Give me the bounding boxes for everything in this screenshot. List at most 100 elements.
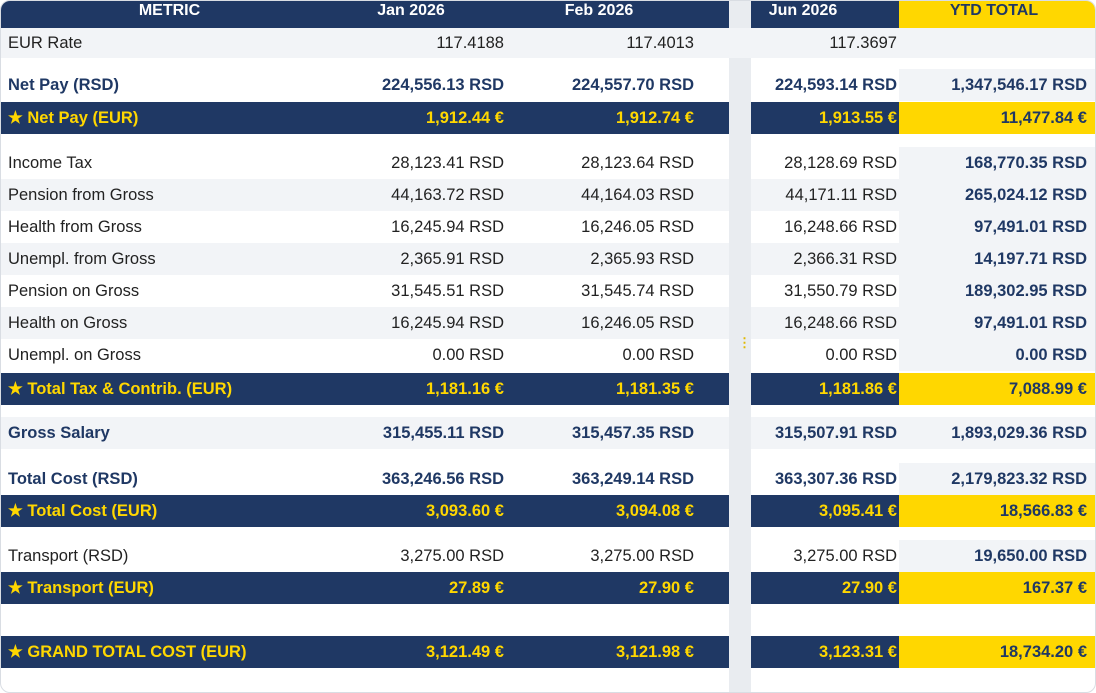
cell-jun: 16,248.66 RSD (784, 313, 897, 332)
table-row-highlight: ★ Transport (EUR) 27.89 € 27.90 € 27.90 … (1, 572, 1095, 604)
cell-feb: 117.4013 (626, 33, 694, 52)
cell-jan: 1,912.44 € (426, 108, 504, 127)
cell-feb: 27.90 € (638, 578, 694, 597)
cell-jan: 28,123.41 RSD (391, 153, 504, 172)
table-row-highlight: ★ Net Pay (EUR) 1,912.44 € 1,912.74 € 1,… (1, 102, 1095, 134)
cell-ytd: 14,197.71 RSD (974, 249, 1087, 268)
row-label: Health from Gross (8, 217, 142, 236)
row-label: Pension on Gross (8, 281, 140, 300)
row-label: Unempl. from Gross (8, 249, 156, 268)
cell-feb: 16,246.05 RSD (581, 313, 694, 332)
cell-ytd: 97,491.01 RSD (974, 313, 1087, 332)
cell-feb: 28,123.64 RSD (581, 153, 694, 172)
cell-ytd: 19,650.00 RSD (974, 546, 1087, 565)
cell-ytd: 265,024.12 RSD (964, 185, 1087, 204)
cell-feb: 224,557.70 RSD (571, 75, 694, 94)
cell-jan: 3,121.49 € (426, 642, 504, 661)
header-ytd[interactable]: YTD TOTAL (949, 2, 1039, 19)
row-label: ★ Total Tax & Contrib. (EUR) (8, 380, 233, 398)
cell-ytd: 7,088.99 € (1009, 379, 1087, 398)
cell-feb: 363,249.14 RSD (571, 469, 694, 488)
table-row-highlight: ★ Total Cost (EUR) 3,093.60 € 3,094.08 €… (1, 495, 1095, 527)
row-label: Income Tax (8, 153, 93, 172)
cell-jun: 28,128.69 RSD (784, 153, 897, 172)
cell-jun: 1,913.55 € (819, 108, 897, 127)
cell-ytd: 189,302.95 RSD (964, 281, 1087, 300)
header-jan[interactable]: Jan 2026 (377, 2, 445, 19)
row-label: EUR Rate (8, 33, 83, 52)
cell-ytd: 2,179,823.32 RSD (951, 469, 1087, 488)
row-label: Net Pay (RSD) (8, 75, 119, 94)
cell-jan: 0.00 RSD (432, 345, 504, 364)
table-row: Health on Gross 16,245.94 RSD 16,246.05 … (1, 307, 1095, 339)
row-label: Total Cost (RSD) (8, 469, 138, 488)
cell-feb: 315,457.35 RSD (571, 423, 694, 442)
header-metric[interactable]: METRIC (138, 2, 201, 19)
row-label: ★ Net Pay (EUR) (8, 109, 139, 127)
cell-jun: 224,593.14 RSD (774, 75, 897, 94)
cell-ytd: 18,566.83 € (999, 501, 1087, 520)
table-row: Unempl. from Gross 2,365.91 RSD 2,365.93… (1, 243, 1095, 275)
row-label: ★ GRAND TOTAL COST (EUR) (8, 643, 247, 661)
header-jun[interactable]: Jun 2026 (768, 2, 838, 19)
cell-jan: 16,245.94 RSD (391, 313, 504, 332)
cell-feb: 3,121.98 € (616, 642, 694, 661)
cell-feb: 1,181.35 € (616, 379, 694, 398)
cell-jun: 2,366.31 RSD (793, 249, 897, 268)
cell-ytd: 18,734.20 € (999, 642, 1087, 661)
cell-jan: 1,181.16 € (426, 379, 504, 398)
table-row: Health from Gross 16,245.94 RSD 16,246.0… (1, 211, 1095, 243)
cell-jan: 363,246.56 RSD (381, 469, 504, 488)
cell-feb: 44,164.03 RSD (581, 185, 694, 204)
cell-ytd: 97,491.01 RSD (974, 217, 1087, 236)
cell-jun: 3,123.31 € (819, 642, 897, 661)
cell-jan: 27.89 € (448, 578, 504, 597)
cell-jan: 31,545.51 RSD (391, 281, 504, 300)
cell-jun: 117.3697 (829, 33, 897, 52)
table-row: Gross Salary 315,455.11 RSD 315,457.35 R… (1, 417, 1095, 449)
column-splitter[interactable] (729, 1, 751, 692)
cell-jan: 2,365.91 RSD (400, 249, 504, 268)
cell-ytd: 1,347,546.17 RSD (951, 75, 1087, 94)
row-label: Pension from Gross (8, 185, 154, 204)
cell-jun: 16,248.66 RSD (784, 217, 897, 236)
cell-jun: 1,181.86 € (819, 379, 897, 398)
cell-jun: 363,307.36 RSD (774, 469, 897, 488)
row-label: Gross Salary (8, 423, 110, 442)
cell-jun: 3,275.00 RSD (793, 546, 897, 565)
cell-feb: 1,912.74 € (616, 108, 694, 127)
row-label: ★ Total Cost (EUR) (8, 502, 158, 520)
cell-ytd: 168,770.35 RSD (964, 153, 1087, 172)
table-header: METRIC Jan 2026 Feb 2026 Jun 2026 YTD TO… (1, 1, 1095, 28)
cell-jan: 3,275.00 RSD (400, 546, 504, 565)
table-row: Income Tax 28,123.41 RSD 28,123.64 RSD 2… (1, 147, 1095, 179)
cell-jun: 315,507.91 RSD (774, 423, 897, 442)
row-label: Unempl. on Gross (8, 345, 141, 364)
table-row: Total Cost (RSD) 363,246.56 RSD 363,249.… (1, 463, 1095, 495)
cell-jan: 44,163.72 RSD (391, 185, 504, 204)
cell-ytd (899, 28, 1087, 58)
cell-jun: 3,095.41 € (819, 501, 897, 520)
table-row: Unempl. on Gross 0.00 RSD 0.00 RSD 0.00 … (1, 339, 1095, 371)
table-row: Pension on Gross 31,545.51 RSD 31,545.74… (1, 275, 1095, 307)
row-label: ★ Transport (EUR) (8, 579, 154, 597)
cell-feb: 3,094.08 € (616, 501, 694, 520)
cell-ytd: 0.00 RSD (1015, 345, 1087, 364)
drag-handle-icon[interactable]: ⋮ (738, 335, 751, 350)
table-row: EUR Rate 117.4188 117.4013 117.3697 (1, 28, 1095, 58)
cell-jan: 315,455.11 RSD (382, 423, 504, 442)
cell-jan: 117.4188 (436, 33, 504, 52)
cell-feb: 2,365.93 RSD (590, 249, 694, 268)
cell-feb: 16,246.05 RSD (581, 217, 694, 236)
cell-feb: 31,545.74 RSD (581, 281, 694, 300)
cell-feb: 3,275.00 RSD (590, 546, 694, 565)
cell-ytd: 167.37 € (1022, 578, 1087, 597)
cell-jun: 44,171.11 RSD (785, 185, 897, 204)
cell-feb: 0.00 RSD (622, 345, 694, 364)
table-row: Transport (RSD) 3,275.00 RSD 3,275.00 RS… (1, 540, 1095, 572)
header-feb[interactable]: Feb 2026 (564, 2, 634, 19)
table-row: Pension from Gross 44,163.72 RSD 44,164.… (1, 179, 1095, 211)
table-row: Net Pay (RSD) 224,556.13 RSD 224,557.70 … (1, 69, 1095, 101)
cell-ytd: 1,893,029.36 RSD (951, 423, 1087, 442)
